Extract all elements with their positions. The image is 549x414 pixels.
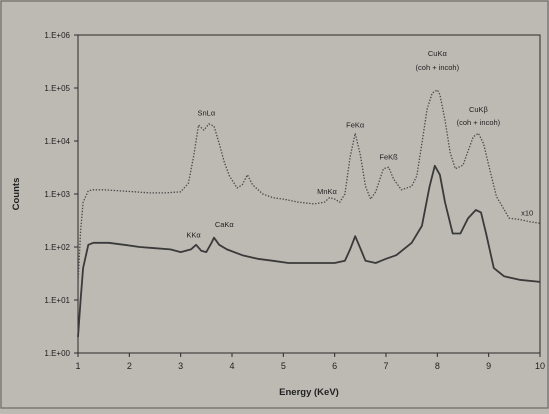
solid-spectrum-line bbox=[77, 164, 541, 338]
plot-area bbox=[77, 34, 541, 354]
y-tick-label: 1.E+05 bbox=[44, 84, 70, 93]
peak-label: CuKβ bbox=[469, 105, 489, 114]
x-axis-label: Energy (KeV) bbox=[279, 387, 339, 398]
y-tick-label: 1.E+04 bbox=[44, 137, 70, 146]
x-tick-label: 10 bbox=[535, 361, 545, 371]
peak-label: CuKα bbox=[428, 49, 448, 58]
peak-label: MnKα bbox=[317, 187, 337, 196]
x-tick-label: 3 bbox=[178, 361, 183, 371]
peak-label: x10 bbox=[521, 209, 533, 218]
y-tick-label: 1.E+03 bbox=[44, 190, 70, 199]
peak-label: KKα bbox=[186, 231, 201, 240]
x-tick-label: 9 bbox=[486, 361, 491, 371]
peak-label: CaKα bbox=[215, 220, 235, 229]
x-tick-label: 2 bbox=[127, 361, 132, 371]
y-axis-label: Counts bbox=[11, 178, 22, 211]
y-tick-label: 1.E+02 bbox=[44, 243, 70, 252]
peak-label: (coh + incoh) bbox=[416, 63, 460, 72]
x-axis: 1 2 3 4 5 6 7 8 9 10 bbox=[75, 353, 545, 371]
y-tick-label: 1.E+01 bbox=[44, 296, 70, 305]
x-tick-label: 4 bbox=[229, 361, 234, 371]
peak-label: SnLα bbox=[197, 109, 215, 118]
y-tick-label: 1.E+00 bbox=[44, 349, 70, 358]
dotted-spectrum-line bbox=[77, 89, 541, 285]
peak-label: (coh + incoh) bbox=[457, 118, 501, 127]
x-tick-label: 5 bbox=[281, 361, 286, 371]
peak-label: FeKß bbox=[379, 152, 398, 161]
x-tick-label: 6 bbox=[332, 361, 337, 371]
annotation-layer: SnLα FeKα MnKα FeKß CuKα (coh + incoh) CuKβ (co… bbox=[186, 49, 533, 240]
x-tick-label: 1 bbox=[75, 361, 80, 371]
x-tick-label: 8 bbox=[435, 361, 440, 371]
x-tick-label: 7 bbox=[383, 361, 388, 371]
y-tick-label: 1.E+06 bbox=[44, 31, 70, 40]
y-axis: 1.E+00 1.E+01 1.E+02 1.E+03 1.E+04 1.E+05 1.E+… bbox=[44, 31, 78, 358]
peak-label: FeKα bbox=[346, 120, 365, 129]
series-layer bbox=[77, 89, 541, 338]
